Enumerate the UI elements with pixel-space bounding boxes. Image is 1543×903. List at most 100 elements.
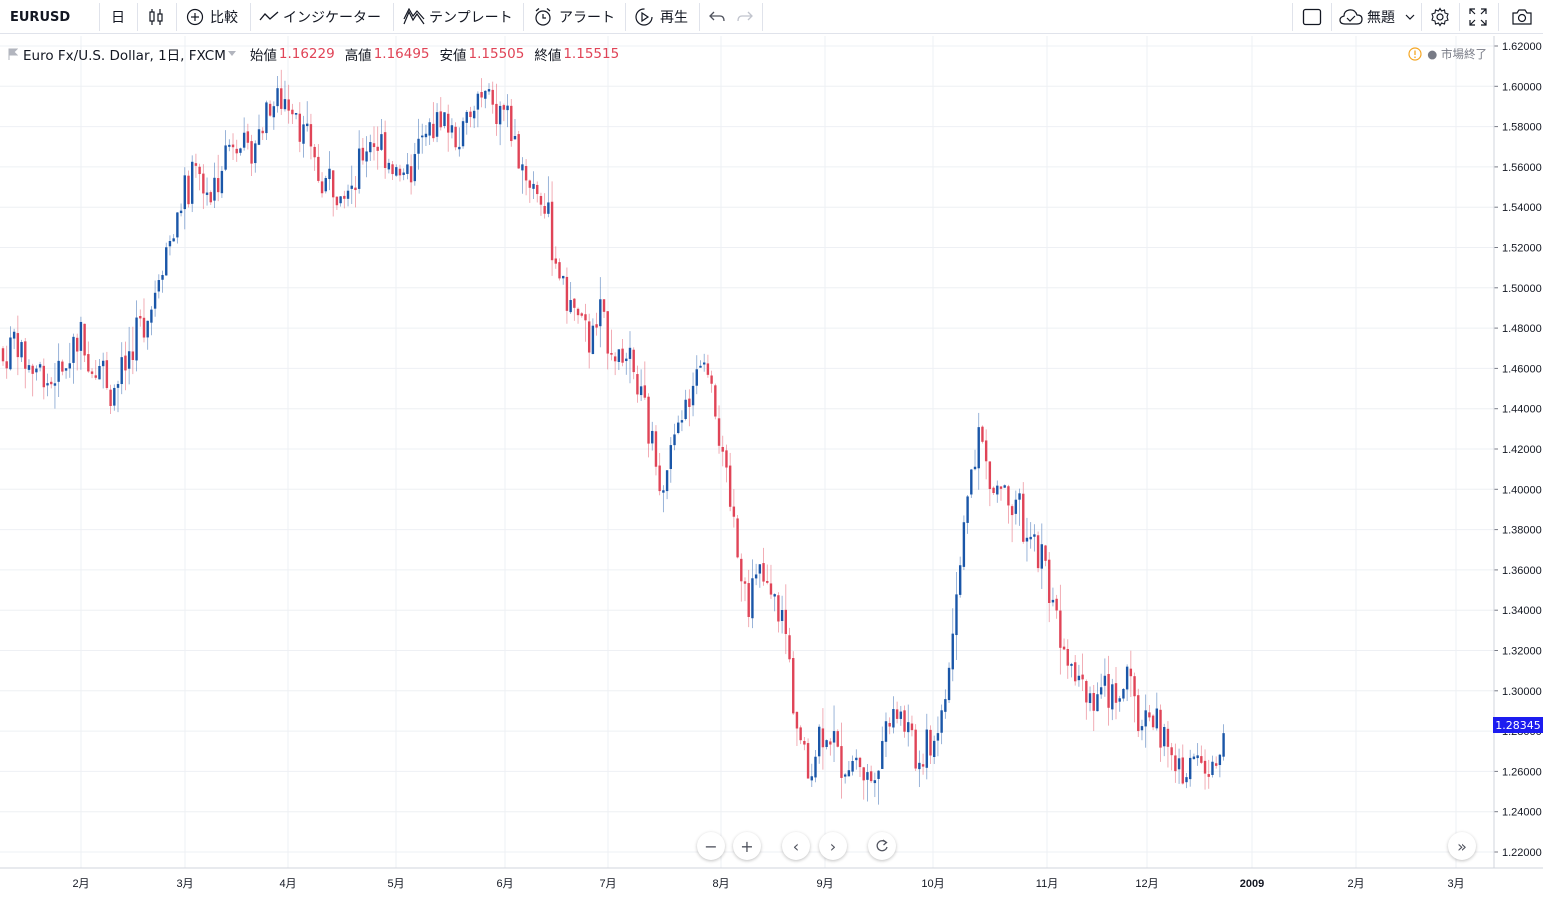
zoom-out-button[interactable]: − <box>697 832 725 860</box>
candle-body <box>754 574 758 579</box>
candle <box>895 701 899 724</box>
layout-menu-button[interactable]: 無題 <box>1339 0 1415 34</box>
candle <box>654 425 658 476</box>
candle-body <box>228 144 231 147</box>
candle-body <box>929 729 932 756</box>
price-chart[interactable]: 1.62000 1.60000 1.58000 1.56000 1.54000 1.520… <box>0 36 1543 903</box>
y-tick-label: 1.54000 <box>1502 202 1542 214</box>
snapshot-button[interactable] <box>1511 0 1533 34</box>
zoom-in-button[interactable]: + <box>733 832 761 860</box>
candle-body <box>38 364 42 368</box>
candle-body <box>1166 728 1170 747</box>
fullscreen-button[interactable] <box>1469 0 1487 34</box>
settings-button[interactable] <box>1430 0 1450 34</box>
symbol-search[interactable]: EURUSD <box>10 9 71 25</box>
candle <box>1025 517 1029 562</box>
candle-body <box>1125 666 1129 690</box>
chart-style-button[interactable] <box>147 0 165 34</box>
candle-body <box>777 595 780 622</box>
candle-body <box>157 280 161 292</box>
candle <box>947 662 951 703</box>
candle-body <box>684 399 687 419</box>
candle-body <box>179 210 183 214</box>
candle <box>777 592 780 633</box>
indicator-wave-icon <box>259 10 279 24</box>
x-tick-label: 4月 <box>279 878 296 890</box>
candle-body <box>484 90 487 99</box>
candle-body <box>1185 777 1188 783</box>
compare-button[interactable]: 比較 <box>186 0 238 34</box>
candle <box>721 435 724 467</box>
candle <box>740 553 743 602</box>
candle <box>836 729 839 748</box>
candle <box>127 326 131 385</box>
undo-button[interactable] <box>709 0 725 34</box>
candle <box>480 78 483 108</box>
interval-button[interactable]: 日 <box>111 10 125 26</box>
candle-body <box>287 99 290 111</box>
symbol-title[interactable]: Euro Fx/U.S. Dollar, 1日, FXCM <box>23 48 226 64</box>
candle-body <box>599 299 602 327</box>
scroll-left-button[interactable]: ‹ <box>782 832 810 860</box>
candle <box>421 123 424 154</box>
candle <box>1170 742 1173 771</box>
caret-down-icon[interactable] <box>227 51 236 57</box>
replay-button[interactable]: 再生 <box>634 0 688 34</box>
candle <box>728 452 732 512</box>
flag-icon[interactable] <box>8 48 18 60</box>
candle <box>1118 695 1121 712</box>
candle <box>613 352 617 376</box>
candle <box>936 716 940 757</box>
candle <box>409 154 413 195</box>
candle-body <box>936 733 940 741</box>
candle-body <box>947 667 951 701</box>
redo-button[interactable] <box>737 0 753 34</box>
templates-button[interactable]: テンプレート <box>403 0 513 34</box>
candle <box>254 140 257 173</box>
candle <box>135 300 138 372</box>
candle <box>513 119 517 140</box>
candle <box>958 556 962 598</box>
reset-chart-button[interactable] <box>868 832 896 860</box>
candle-body <box>643 385 647 398</box>
candle-body <box>31 365 34 374</box>
candle <box>951 608 954 682</box>
x-tick-label: 6月 <box>496 878 513 890</box>
candle <box>573 298 576 321</box>
candle-body <box>665 470 669 492</box>
candle <box>146 320 149 350</box>
candle-body <box>1214 763 1218 766</box>
candle-body <box>435 112 439 137</box>
indicators-button[interactable]: インジケーター <box>259 0 381 34</box>
candle-body <box>276 88 279 107</box>
candle-body <box>536 184 539 195</box>
candle <box>1125 664 1129 702</box>
candle <box>569 282 572 314</box>
candle-body <box>554 258 557 264</box>
candle <box>840 722 843 799</box>
warning-icon[interactable] <box>1408 47 1422 61</box>
candle <box>94 359 97 380</box>
alert-button[interactable]: アラート <box>533 0 615 34</box>
candle-body <box>183 175 186 210</box>
candle-body <box>821 728 825 748</box>
candle-body <box>580 313 583 316</box>
candle-body <box>146 320 149 338</box>
candle <box>1055 594 1058 619</box>
candle <box>1185 772 1188 789</box>
candle-body <box>784 609 788 634</box>
candle <box>339 195 342 207</box>
candle <box>869 765 873 783</box>
candle-body <box>1059 610 1062 648</box>
candle <box>1151 714 1155 731</box>
candle-body <box>651 430 654 444</box>
fullscreen-select-button[interactable] <box>1302 0 1322 34</box>
candle-body <box>966 496 969 523</box>
reset-icon <box>875 839 889 853</box>
candle <box>484 90 487 109</box>
scroll-to-realtime-button[interactable]: » <box>1448 832 1476 860</box>
candle-body <box>283 99 287 110</box>
scroll-right-button[interactable]: › <box>819 832 847 860</box>
candle <box>717 405 721 454</box>
candle <box>973 449 977 471</box>
